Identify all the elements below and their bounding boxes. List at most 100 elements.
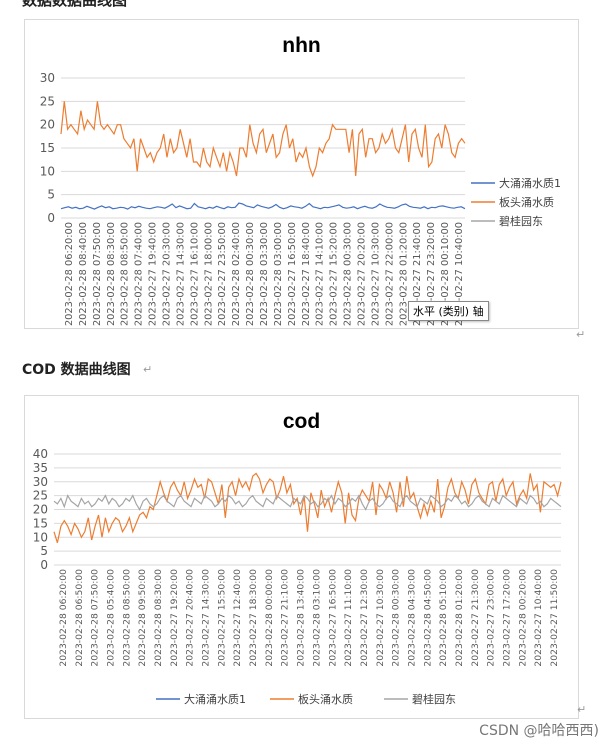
- x-tick-label: 2023-02-27 18:40:00: [301, 222, 312, 326]
- y-tick-label: 15: [40, 141, 55, 155]
- x-tick-label: 2023-02-28 03:00:00: [273, 222, 284, 326]
- x-tick-label: 2023-02-28 00:20:00: [517, 569, 528, 667]
- x-tick-label: 2023-02-28 08:30:00: [106, 222, 117, 326]
- x-tick-label: 2023-02-28 01:20:00: [398, 222, 409, 326]
- x-tick-label: 2023-02-28 03:30:00: [259, 222, 270, 326]
- y-tick-label: 5: [47, 188, 55, 202]
- top-section-heading: 数据数据曲线图: [22, 0, 128, 9]
- y-tick-label: 20: [33, 503, 48, 517]
- series-line: [60, 202, 466, 210]
- x-tick-label: 2023-02-27 11:10:00: [343, 569, 354, 667]
- x-tick-label: 2023-02-28 03:10:00: [311, 569, 322, 667]
- x-tick-label: 2023-02-27 15:50:00: [216, 569, 227, 667]
- x-tick-label: 2023-02-28 09:50:00: [137, 569, 148, 667]
- paragraph-mark: ↵: [577, 703, 587, 716]
- x-tick-label: 2023-02-28 00:00:00: [264, 569, 275, 667]
- x-tick-label: 2023-02-28 08:50:00: [121, 569, 132, 667]
- x-tick-label: 2023-02-28 08:40:00: [78, 222, 89, 326]
- x-tick-label: 2023-02-28 04:50:00: [422, 569, 433, 667]
- x-tick-label: 2023-02-27 10:40:00: [533, 569, 544, 667]
- y-tick-label: 25: [40, 94, 55, 108]
- x-tick-label: 2023-02-28 00:30:00: [343, 222, 354, 326]
- x-tick-label: 2023-02-27 21:40:00: [412, 222, 423, 326]
- x-tick-label: 2023-02-27 12:30:00: [359, 569, 370, 667]
- x-tick-label: 2023-02-27 20:40:00: [185, 569, 196, 667]
- x-tick-label: 2023-02-27 16:10:00: [189, 222, 200, 326]
- paragraph-mark: ↵: [576, 328, 586, 341]
- x-tick-label: 2023-02-27 18:30:00: [248, 569, 259, 667]
- watermark: CSDN @哈哈西西): [479, 723, 599, 739]
- x-tick-label: 2023-02-27 20:30:00: [161, 222, 172, 326]
- x-tick-label: 2023-02-27 15:20:00: [329, 222, 340, 326]
- x-tick-label: 2023-02-28 06:20:00: [64, 222, 75, 326]
- y-tick-label: 5: [40, 544, 48, 558]
- paragraph-mark: ↵: [143, 363, 153, 376]
- x-tick-label: 2023-02-27 17:20:00: [502, 569, 513, 667]
- y-tick-label: 20: [40, 118, 55, 132]
- x-tick-label: 2023-02-28 02:40:00: [231, 222, 242, 326]
- y-tick-label: 35: [33, 461, 48, 475]
- x-tick-label: 2023-02-28 04:30:00: [406, 569, 417, 667]
- x-tick-label: 2023-02-27 16:50:00: [287, 222, 298, 326]
- x-tick-label: 2023-02-28 06:20:00: [58, 569, 69, 667]
- section-heading: COD 数据曲线图: [22, 362, 131, 378]
- y-tick-label: 30: [33, 475, 48, 489]
- legend-label: 大涌涌水质1: [499, 176, 561, 190]
- legend-label: 大涌涌水质1: [184, 692, 246, 706]
- y-tick-label: 10: [40, 164, 55, 178]
- cod-chart[interactable]: cod 0 5 10 15 20 25 30 35 40 2023-02-28 06:20:00 2…: [24, 395, 579, 719]
- chart-title: nhn: [282, 34, 321, 57]
- x-tick-label: 2023-02-28 05:40:00: [105, 569, 116, 667]
- axis-tooltip: 水平 (类别) 轴: [408, 301, 489, 321]
- legend-label: 板头涌水质: [298, 692, 353, 706]
- x-tick-label: 2023-02-27 20:20:00: [357, 222, 368, 326]
- x-tick-label: 2023-02-27 14:10:00: [315, 222, 326, 326]
- x-tick-label: 2023-02-28 00:10:00: [440, 222, 451, 326]
- y-tick-label: 0: [40, 558, 48, 572]
- x-tick-label: 2023-02-27 12:40:00: [232, 569, 243, 667]
- chart-title: cod: [282, 410, 321, 433]
- y-tick-label: 10: [33, 530, 48, 544]
- x-tick-label: 2023-02-27 10:30:00: [370, 222, 381, 326]
- x-tick-label: 2023-02-27 23:00:00: [486, 569, 497, 667]
- x-tick-label: 2023-02-28 01:20:00: [454, 569, 465, 667]
- x-tick-label: 2023-02-27 19:40:00: [148, 222, 159, 326]
- y-tick-label: 0: [47, 211, 55, 225]
- x-tick-label: 2023-02-28 00:30:00: [391, 569, 402, 667]
- y-tick-label: 40: [33, 447, 48, 461]
- x-tick-label: 2023-02-27 19:20:00: [169, 569, 180, 667]
- y-tick-label: 30: [40, 71, 55, 85]
- y-tick-label: 15: [33, 516, 48, 530]
- x-tick-label: 2023-02-27 10:40:00: [454, 222, 465, 326]
- legend-label: 板头涌水质: [499, 195, 554, 209]
- x-tick-label: 2023-02-27 21:10:00: [280, 569, 291, 667]
- y-tick-label: 25: [33, 489, 48, 503]
- x-tick-label: 2023-02-27 21:30:00: [470, 569, 481, 667]
- x-tick-label: 2023-02-27 16:50:00: [327, 569, 338, 667]
- series-line: [53, 472, 562, 543]
- x-tick-label: 2023-02-28 00:30:00: [245, 222, 256, 326]
- x-tick-label: 2023-02-27 23:50:00: [217, 222, 228, 326]
- x-tick-label: 2023-02-28 07:50:00: [90, 569, 101, 667]
- legend-label: 碧桂园东: [412, 692, 456, 706]
- nhn-chart[interactable]: nhn 0 5 10 15 20 25 30 2023-02-28 06:20:00 2023-…: [24, 19, 579, 329]
- x-tick-label: 2023-02-28 06:50:00: [74, 569, 85, 667]
- x-tick-label: 2023-02-28 07:40:00: [134, 222, 145, 326]
- x-tick-label: 2023-02-27 23:20:00: [426, 222, 437, 326]
- x-tick-label: 2023-02-28 07:50:00: [92, 222, 103, 326]
- x-tick-label: 2023-02-28 13:40:00: [296, 569, 307, 667]
- x-tick-label: 2023-02-27 14:30:00: [175, 222, 186, 326]
- x-tick-label: 2023-02-27 10:30:00: [375, 569, 386, 667]
- series-line: [53, 494, 562, 511]
- x-tick-label: 2023-02-27 22:00:00: [384, 222, 395, 326]
- legend-label: 碧桂园东: [499, 214, 543, 228]
- x-tick-label: 2023-02-27 18:00:00: [203, 222, 214, 326]
- x-tick-label: 2023-02-28 08:30:00: [153, 569, 164, 667]
- x-tick-label: 2023-02-28 05:10:00: [438, 569, 449, 667]
- x-tick-label: 2023-02-28 08:50:00: [120, 222, 131, 326]
- x-tick-label: 2023-02-27 11:50:00: [549, 569, 560, 667]
- series-line: [60, 101, 466, 178]
- x-tick-label: 2023-02-27 14:30:00: [201, 569, 212, 667]
